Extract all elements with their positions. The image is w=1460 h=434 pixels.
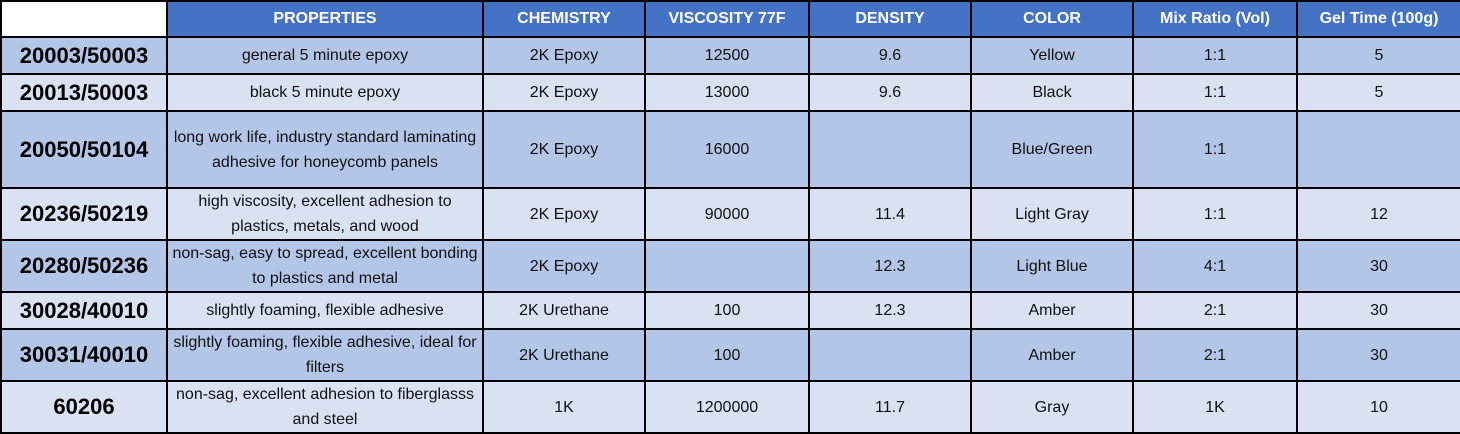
mix-ratio-cell: 1:1 [1132, 187, 1298, 241]
mix-ratio-cell: 2:1 [1132, 291, 1298, 330]
product-code: 20050/50104 [0, 110, 168, 189]
table-row: 20280/50236 non-sag, easy to spread, exc… [0, 239, 1460, 293]
mix-ratio-cell: 1K [1132, 380, 1298, 434]
table-row: 30028/40010 slightly foaming, flexible a… [0, 291, 1460, 330]
header-row: PROPERTIES CHEMISTRY VISCOSITY 77F DENSI… [0, 0, 1460, 38]
density-cell: 9.6 [808, 36, 972, 75]
viscosity-cell: 16000 [644, 110, 810, 189]
viscosity-cell: 1200000 [644, 380, 810, 434]
product-code: 60206 [0, 380, 168, 434]
mix-ratio-cell: 1:1 [1132, 110, 1298, 189]
header-gel-time: Gel Time (100g) [1296, 0, 1460, 38]
properties-cell: non-sag, excellent adhesion to fiberglas… [166, 380, 484, 434]
color-cell: Amber [970, 291, 1134, 330]
product-code: 30028/40010 [0, 291, 168, 330]
properties-cell: general 5 minute epoxy [166, 36, 484, 75]
product-code: 20003/50003 [0, 36, 168, 75]
color-cell: Yellow [970, 36, 1134, 75]
color-cell: Amber [970, 328, 1134, 382]
product-code: 30031/40010 [0, 328, 168, 382]
mix-ratio-cell: 4:1 [1132, 239, 1298, 293]
gel-time-cell: 30 [1296, 328, 1460, 382]
viscosity-cell: 90000 [644, 187, 810, 241]
gel-time-cell: 12 [1296, 187, 1460, 241]
gel-time-cell [1296, 110, 1460, 189]
gel-time-cell: 30 [1296, 291, 1460, 330]
table-row: 60206 non-sag, excellent adhesion to fib… [0, 380, 1460, 434]
density-cell [808, 328, 972, 382]
density-cell: 11.7 [808, 380, 972, 434]
viscosity-cell: 12500 [644, 36, 810, 75]
chemistry-cell: 2K Urethane [482, 291, 646, 330]
chemistry-cell: 2K Epoxy [482, 73, 646, 112]
viscosity-cell [644, 239, 810, 293]
density-cell: 12.3 [808, 239, 972, 293]
mix-ratio-cell: 1:1 [1132, 73, 1298, 112]
chemistry-cell: 2K Urethane [482, 328, 646, 382]
header-mix-ratio: Mix Ratio (Vol) [1132, 0, 1298, 38]
chemistry-cell: 2K Epoxy [482, 239, 646, 293]
header-density: DENSITY [808, 0, 972, 38]
mix-ratio-cell: 2:1 [1132, 328, 1298, 382]
chemistry-cell: 1K [482, 380, 646, 434]
header-chemistry: CHEMISTRY [482, 0, 646, 38]
density-cell: 9.6 [808, 73, 972, 112]
properties-cell: long work life, industry standard lamina… [166, 110, 484, 189]
color-cell: Black [970, 73, 1134, 112]
color-cell: Light Gray [970, 187, 1134, 241]
table-row: 20013/50003 black 5 minute epoxy 2K Epox… [0, 73, 1460, 112]
header-properties: PROPERTIES [166, 0, 484, 38]
header-color: COLOR [970, 0, 1134, 38]
gel-time-cell: 30 [1296, 239, 1460, 293]
header-viscosity: VISCOSITY 77F [644, 0, 810, 38]
gel-time-cell: 10 [1296, 380, 1460, 434]
chemistry-cell: 2K Epoxy [482, 36, 646, 75]
density-cell: 11.4 [808, 187, 972, 241]
table-row: 20236/50219 high viscosity, excellent ad… [0, 187, 1460, 241]
properties-cell: black 5 minute epoxy [166, 73, 484, 112]
header-corner [0, 0, 168, 38]
color-cell: Blue/Green [970, 110, 1134, 189]
product-code: 20280/50236 [0, 239, 168, 293]
properties-cell: slightly foaming, flexible adhesive, ide… [166, 328, 484, 382]
viscosity-cell: 100 [644, 291, 810, 330]
product-code: 20236/50219 [0, 187, 168, 241]
gel-time-cell: 5 [1296, 36, 1460, 75]
viscosity-cell: 13000 [644, 73, 810, 112]
product-code: 20013/50003 [0, 73, 168, 112]
properties-cell: high viscosity, excellent adhesion to pl… [166, 187, 484, 241]
table-row: 20003/50003 general 5 minute epoxy 2K Ep… [0, 36, 1460, 75]
gel-time-cell: 5 [1296, 73, 1460, 112]
properties-cell: slightly foaming, flexible adhesive [166, 291, 484, 330]
chemistry-cell: 2K Epoxy [482, 110, 646, 189]
mix-ratio-cell: 1:1 [1132, 36, 1298, 75]
table-row: 20050/50104 long work life, industry sta… [0, 110, 1460, 189]
viscosity-cell: 100 [644, 328, 810, 382]
properties-cell: non-sag, easy to spread, excellent bondi… [166, 239, 484, 293]
density-cell [808, 110, 972, 189]
density-cell: 12.3 [808, 291, 972, 330]
color-cell: Light Blue [970, 239, 1134, 293]
table-row: 30031/40010 slightly foaming, flexible a… [0, 328, 1460, 382]
chemistry-cell: 2K Epoxy [482, 187, 646, 241]
color-cell: Gray [970, 380, 1134, 434]
